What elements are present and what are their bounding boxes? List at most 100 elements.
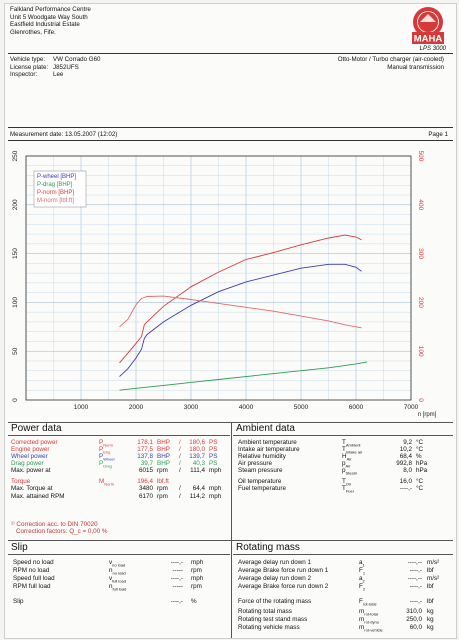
rotating-row: Average Brake force run down 2 F2 ----,- lb… (238, 583, 448, 592)
x-axis-label: n [rpm] (418, 412, 437, 418)
power-unit: BHP (157, 439, 170, 446)
power-row: Max. attained RPM 6170 rpm / 114,2 mph (11, 493, 227, 500)
rotating-value: ----,- (409, 583, 422, 590)
power-value: 177,5 (137, 446, 153, 453)
slip-label: Slip (13, 598, 24, 605)
symbol-letter: P (99, 446, 104, 453)
ambient-label: Oil temperature (238, 478, 282, 485)
rotating-row: Rotating test stand mass mrot-dyno 250,0 kg (238, 616, 448, 625)
power-value: 114,2 (189, 493, 205, 500)
power-value: 180,0 (189, 446, 205, 453)
power-data-panel: Power data Corrected power PNorm 178,1 BHP /… (8, 422, 230, 538)
symbol: nno load (109, 567, 126, 576)
ambient-unit: % (416, 453, 422, 460)
symbol-letter: v (109, 559, 113, 566)
x-tick-label: 5000 (294, 404, 309, 411)
ambient-label: Fuel temperature (238, 485, 286, 492)
rotating-value: ----,-- (407, 575, 422, 582)
symbol-subscript: no load (112, 570, 126, 576)
rotating-row: Force of the rotating mass Frot-total ----… (238, 598, 448, 606)
power-row: Drag power PDrag 39,7 BHP / 40,3 PS (11, 460, 227, 469)
x-tick-label: 7000 (404, 404, 419, 411)
slip-row: Speed full load vfull load ----,- mph (13, 575, 223, 584)
rotating-row: Rotating total mass mrot-total 310,0 kg (238, 608, 448, 616)
symbol-subscript: Drag (103, 463, 112, 469)
symbol-subscript: full load (112, 578, 126, 584)
power-unit: mph (209, 467, 222, 474)
slip-value: ----,- (170, 598, 183, 605)
power-value: 178,1 (137, 439, 153, 446)
chart-legend: P-wheel [BHP] P-drag [BHP] P-norm [BHP] M-n… (33, 170, 87, 208)
symbol-subscript: 2 (362, 578, 365, 584)
slip-unit: rpm (191, 583, 202, 590)
symbol: TAmbient (342, 439, 361, 448)
company-address: Falkland Performance Centre Unit 5 Woodg… (10, 6, 91, 36)
symbol: PDrag (99, 460, 112, 469)
symbol: vno load (109, 559, 125, 568)
ambient-row: Steam pressure pSteam 8,0 hPa (238, 467, 448, 475)
symbol: mrot-dyno (359, 616, 379, 625)
separator: / (179, 485, 181, 492)
separator: / (179, 439, 181, 446)
rotating-unit: kg (427, 624, 434, 631)
ambient-row: Air pressure pAir 992,8 hPa (238, 460, 448, 469)
symbol-subscript: Air (346, 456, 352, 462)
symbol: a2 (359, 575, 365, 584)
y-right-tick-label: 0 (417, 398, 424, 402)
slip-label: RPM full load (13, 583, 51, 590)
rotating-unit: m/s² (427, 575, 440, 582)
divider (8, 540, 453, 541)
symbol-subscript: Air (345, 463, 351, 469)
ambient-unit: °C (416, 446, 424, 453)
logo-text: MAHA (414, 34, 443, 45)
symbol-subscript: Intake air (345, 449, 363, 455)
symbol: HAir (342, 453, 351, 462)
separator: / (179, 460, 181, 467)
symbol-subscript: Fuel (345, 488, 354, 494)
slip-value: ----- (172, 583, 184, 590)
ambient-row: Relative humidity HAir 68,4% (238, 453, 448, 462)
ambient-label: Relative humidity (238, 453, 286, 460)
symbol-letter: m (359, 624, 365, 631)
divider (8, 53, 453, 54)
power-unit: PS (209, 446, 218, 453)
power-unit: mph (209, 493, 222, 500)
symbol: PWheel (99, 453, 115, 462)
x-tick-label: 1000 (74, 404, 89, 411)
symbol-subscript: full load (112, 586, 127, 592)
y-left-tick-label: 0 (12, 398, 19, 402)
legend-entry: P-norm [BHP] (37, 190, 74, 196)
panel-separator (231, 422, 232, 638)
ambient-value: 68,4 (399, 453, 412, 460)
address-line: Unit 5 Woodgate Way South (10, 13, 88, 21)
divider (8, 127, 453, 128)
slip-unit: mph (191, 559, 204, 566)
vehicle-type-value: VW Corrado G60 (53, 56, 101, 63)
rotating-label: Rotating test stand mass (238, 616, 308, 623)
symbol-letter: T (342, 485, 346, 492)
power-row: Max. Torque at 3480 rpm / 64,4 mph (11, 485, 227, 492)
symbol-letter: M (99, 478, 105, 485)
ambient-unit: °C (416, 478, 424, 485)
engine-type: Otto-Motor / Turbo charger (air-cooled) (337, 56, 444, 63)
company-name: Falkland Performance Centre (10, 6, 91, 13)
symbol-letter: F (359, 598, 363, 605)
symbol-subscript: Oil (345, 481, 351, 487)
slip-label: Speed full load (13, 575, 55, 582)
slip-row: Speed no load vno load ----,- mph (13, 559, 223, 568)
power-label: Corrected power (11, 439, 58, 446)
symbol-subscript: Norm (103, 442, 113, 448)
rotating-unit: lbf (427, 567, 434, 574)
power-row: Engine power PEng 177,5 BHP / 180,0 PS (11, 446, 227, 454)
slip-panel: Slip Speed no load vno load ----,- mph RPM n… (8, 541, 230, 637)
y-right-tick-label: 200 (417, 297, 424, 308)
slip-label: RPM no load (13, 567, 50, 574)
power-unit: rpm (157, 493, 168, 500)
power-label: Max. power at (11, 467, 51, 474)
y-right-tick-label: 300 (417, 248, 424, 259)
symbol-subscript: 2 (362, 586, 366, 592)
address-line: Eastfield Industrial Estate (10, 21, 80, 29)
series-line-m-norm (119, 295, 362, 329)
power-value: 40,3 (192, 460, 205, 467)
